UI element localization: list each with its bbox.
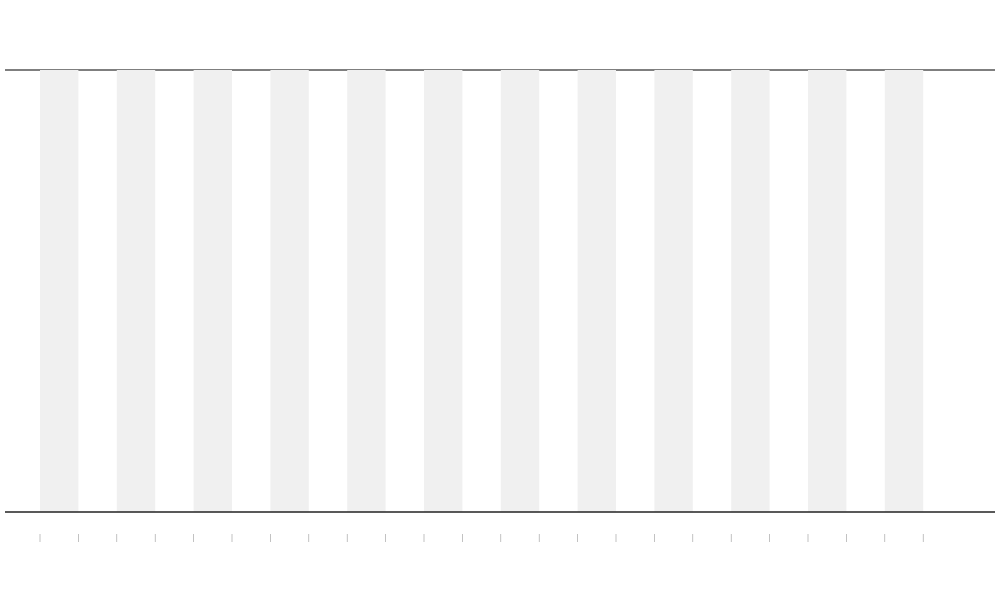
shaded-band [193, 70, 232, 512]
shaded-band [808, 70, 847, 512]
shaded-band [654, 70, 693, 512]
shaded-band [347, 70, 386, 512]
shaded-band [40, 70, 79, 512]
shaded-band [577, 70, 616, 512]
shaded-band [731, 70, 770, 512]
shaded-band [116, 70, 156, 512]
shaded-band [424, 70, 463, 512]
shaded-band [270, 70, 309, 512]
shaded-band [884, 70, 924, 512]
shaded-band [500, 70, 540, 512]
